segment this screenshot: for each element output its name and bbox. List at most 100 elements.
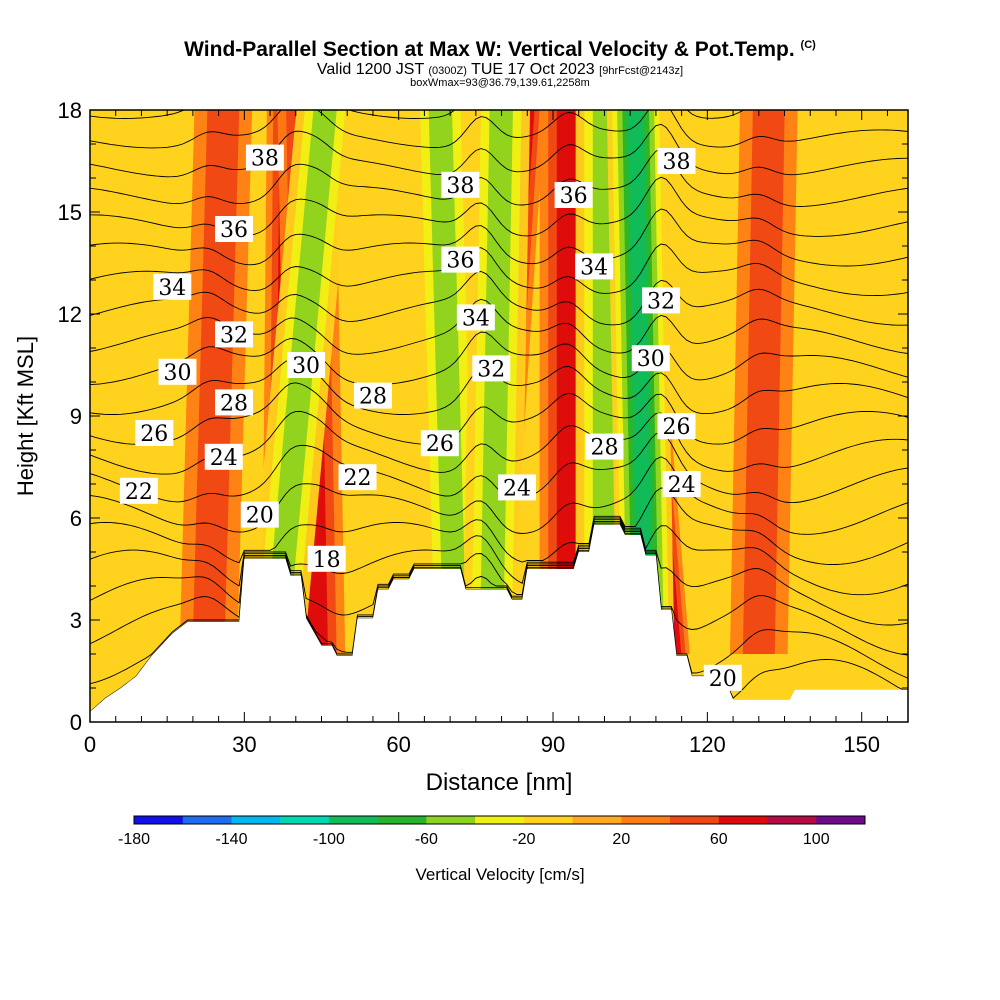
y-tick-label: 18 <box>58 98 82 123</box>
contour-label-36: 36 <box>215 216 254 243</box>
svg-text:34: 34 <box>462 306 490 331</box>
colorbar-tick-label: -100 <box>313 831 345 848</box>
x-tick-label: 30 <box>232 732 256 757</box>
contour-label-34: 34 <box>456 304 495 331</box>
theta-contour-22 <box>90 517 908 596</box>
y-tick-label: 9 <box>70 404 82 429</box>
colorbar-tick-label: -180 <box>118 831 150 848</box>
contour-label-38: 38 <box>657 148 696 175</box>
contour-labels: 38 36 34 32 30 28 26 24 22 20 30 18 28 22 38 36 34 32 26 24… <box>119 144 742 692</box>
x-tick-label: 0 <box>84 732 96 757</box>
terrain <box>90 524 908 722</box>
svg-text:30: 30 <box>292 354 320 379</box>
theta-contour-33 <box>90 208 908 267</box>
colorbar-swatch <box>816 816 866 824</box>
y-tick-label: 3 <box>70 608 82 633</box>
contour-label-34: 34 <box>153 273 192 301</box>
svg-text:24: 24 <box>210 446 238 471</box>
svg-text:38: 38 <box>662 150 690 175</box>
updraft-band-6 <box>729 110 798 654</box>
colorbar-swatch <box>377 816 427 824</box>
svg-text:32: 32 <box>647 289 675 314</box>
theta-contour-24 <box>90 456 908 535</box>
theta-contour-19 <box>90 522 908 685</box>
svg-text:32: 32 <box>220 323 248 348</box>
contour-label-26: 26 <box>420 430 459 457</box>
svg-text:24: 24 <box>668 473 696 498</box>
theta-contour-32 <box>90 243 908 297</box>
contour-label-38: 38 <box>441 171 480 199</box>
velocity-band-60 <box>556 110 581 654</box>
colorbar-swatch <box>134 816 184 824</box>
box-wmax-info: boxWmax=93@36.79,139.61,2258m <box>410 77 590 89</box>
svg-text:24: 24 <box>503 476 531 501</box>
theta-contour-21 <box>90 519 908 626</box>
x-tick-label: 60 <box>386 732 410 757</box>
y-tick-label: 12 <box>58 302 82 327</box>
contour-label-32: 32 <box>642 287 681 314</box>
contour-label-36: 36 <box>554 182 593 209</box>
colorbar-tick-label: 20 <box>612 831 630 848</box>
contour-label-32: 32 <box>215 321 254 348</box>
svg-text:30: 30 <box>163 361 191 386</box>
colorbar-swatch <box>182 816 232 824</box>
svg-text:20: 20 <box>246 504 274 529</box>
svg-text:22: 22 <box>125 480 153 505</box>
valid-date: TUE 17 Oct 2023 <box>471 61 595 78</box>
valid-time-line: Valid 1200 JST (0300Z) TUE 17 Oct 2023 [… <box>0 61 1000 79</box>
y-axis-label: Height [Kft MSL] <box>13 336 38 496</box>
svg-text:38: 38 <box>251 147 279 172</box>
contour-label-34: 34 <box>575 253 614 280</box>
svg-text:32: 32 <box>477 357 505 382</box>
updraft-band-5 <box>179 110 253 654</box>
colorbar-swatch <box>670 816 720 824</box>
theta-contour-40 <box>90 17 908 59</box>
y-tick-label: 6 <box>70 506 82 531</box>
svg-text:28: 28 <box>220 391 248 416</box>
velocity-band--60 <box>263 110 337 654</box>
svg-text:26: 26 <box>426 432 454 457</box>
svg-text:36: 36 <box>220 218 248 243</box>
svg-text:36: 36 <box>560 184 588 209</box>
velocity-band--60 <box>428 110 467 654</box>
colorbar-swatch <box>572 816 622 824</box>
colorbar-tick-label: 100 <box>803 831 830 848</box>
contour-label-24: 24 <box>498 474 537 501</box>
theta-contour-35 <box>90 148 908 207</box>
svg-text:18: 18 <box>313 548 341 573</box>
colorbar-swatch <box>718 816 769 824</box>
valid-prefix: Valid 1200 JST <box>316 61 424 78</box>
svg-text:36: 36 <box>446 249 474 274</box>
colorbar-tick-label: -140 <box>215 831 247 848</box>
svg-text:22: 22 <box>344 466 372 491</box>
contour-label-32: 32 <box>472 355 511 382</box>
x-tick-label: 90 <box>541 732 565 757</box>
colorbar-swatch <box>328 816 379 824</box>
contour-label-24: 24 <box>204 443 243 471</box>
contour-label-28: 28 <box>353 382 392 410</box>
velocity-band-40 <box>192 110 240 654</box>
svg-text:30: 30 <box>637 347 665 372</box>
svg-text:20: 20 <box>709 667 737 692</box>
contour-label-30: 30 <box>631 345 670 372</box>
theta-contour-36 <box>90 123 908 178</box>
copyright-mark: (C) <box>800 39 816 51</box>
svg-text:26: 26 <box>662 415 690 440</box>
contour-label-36: 36 <box>441 246 480 274</box>
colorbar-swatch <box>621 816 671 824</box>
contour-label-22: 22 <box>338 464 377 491</box>
theta-contour-39 <box>90 49 908 89</box>
chart-title: Wind-Parallel Section at Max W: Vertical… <box>0 38 1000 62</box>
contour-label-28: 28 <box>215 389 254 416</box>
downdraft-band-9 <box>462 110 531 654</box>
x-tick-label: 120 <box>689 732 726 757</box>
contour-label-26: 26 <box>657 413 696 440</box>
colorbar-swatch <box>280 816 330 824</box>
contour-label-26: 26 <box>135 420 174 447</box>
contour-label-38: 38 <box>245 144 284 172</box>
contour-label-24: 24 <box>662 471 701 498</box>
colorbar-tick-label: -20 <box>512 831 535 848</box>
x-axis-label: Distance [nm] <box>426 769 573 796</box>
colorbar-swatch <box>523 816 574 824</box>
